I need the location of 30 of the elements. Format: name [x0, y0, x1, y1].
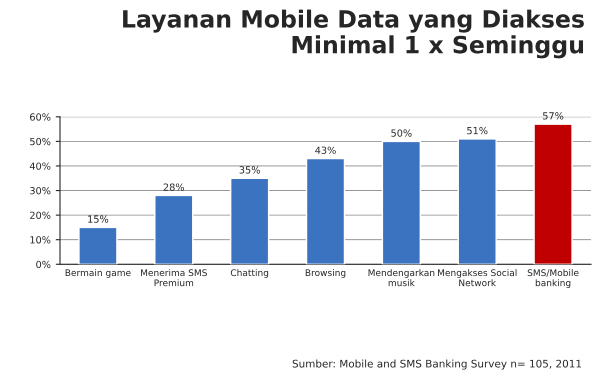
y-tick-label: 20%	[30, 212, 50, 219]
data-label: 51%	[467, 126, 488, 134]
x-tick-label: Menerima SMS Premium	[141, 269, 207, 286]
x-tick-label: SMS/Mobile banking	[528, 269, 579, 288]
bar	[382, 140, 422, 264]
data-label: 28%	[164, 183, 184, 191]
data-label: 57%	[543, 112, 564, 120]
y-tick-label: 40%	[30, 162, 50, 170]
bar	[533, 123, 573, 264]
y-tick-label: 0%	[36, 260, 50, 268]
y-tick-label: 50%	[30, 138, 50, 146]
bar	[78, 226, 118, 264]
chart-title: Layanan Mobile Data yang Diakses Minimal 1 x Seminggu	[123, 10, 584, 58]
data-label: 35%	[240, 166, 260, 174]
y-tick-label: 10%	[30, 236, 50, 244]
x-tick-label: Mendengarkan musik	[368, 269, 434, 286]
bar	[306, 158, 346, 264]
bar	[154, 194, 194, 264]
bar	[230, 178, 270, 264]
y-tick-label: 60%	[30, 113, 50, 121]
y-tick-label: 30%	[30, 187, 50, 194]
text: Sumber: Mobile and SMS Banking Survey n= 105, 2011	[292, 360, 582, 370]
x-tick-label: Browsing	[306, 269, 346, 278]
x-tick-label: Mengakses Social Network	[438, 269, 516, 286]
data-label: 15%	[88, 215, 108, 223]
x-tick-label: Bermain game	[66, 269, 131, 278]
data-label: 43%	[315, 146, 336, 154]
data-label: 50%	[391, 129, 412, 137]
x-tick-label: Chatting	[230, 269, 268, 278]
bar	[458, 138, 497, 264]
